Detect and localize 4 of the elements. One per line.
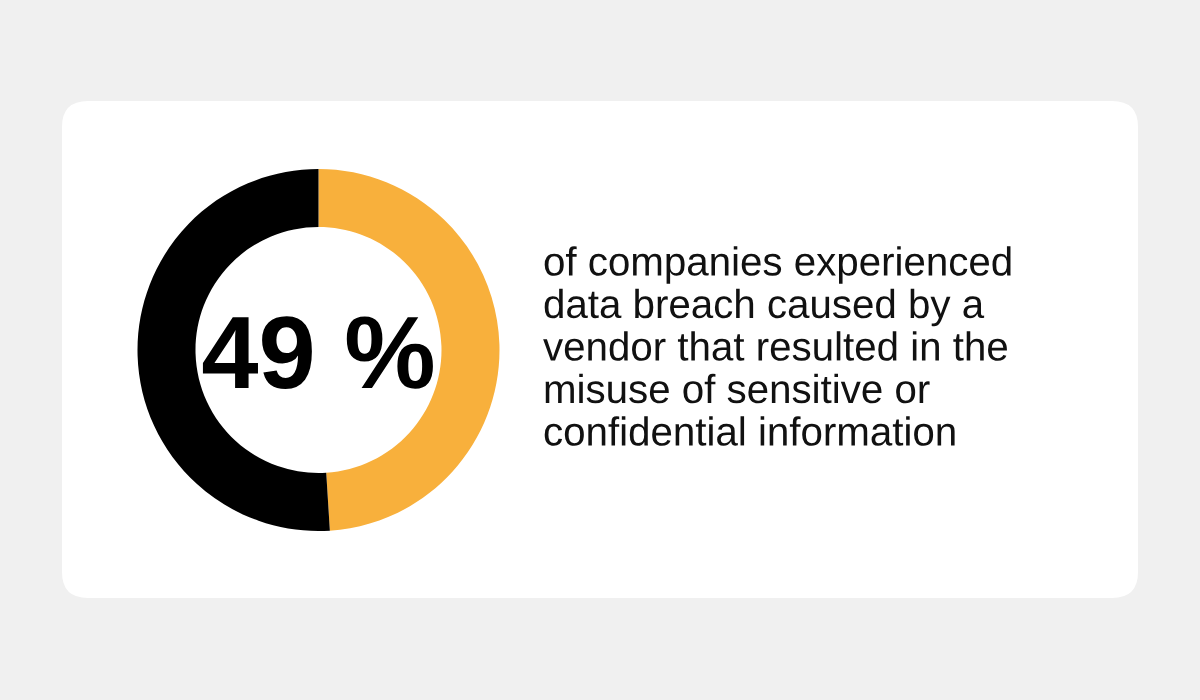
data-label: 49 % <box>202 316 433 390</box>
donut-slice <box>318 169 500 531</box>
donut-slice <box>137 169 330 531</box>
text: of companies experienced data breach caused by a vendor that resulted in the misuse of sensitive or confidential information <box>543 246 1011 446</box>
